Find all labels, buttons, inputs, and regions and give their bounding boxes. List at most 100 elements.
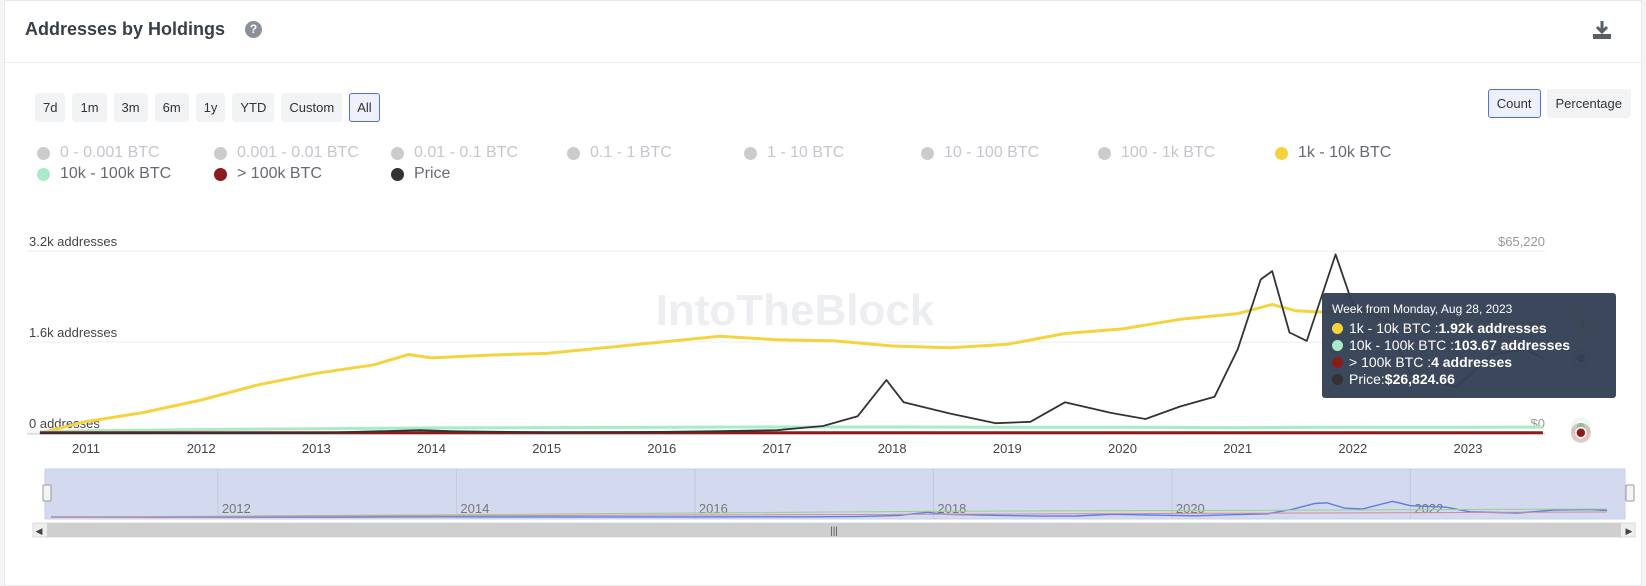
legend-label: Price: [414, 165, 451, 182]
tooltip-label: Price:: [1349, 371, 1385, 387]
tooltip-row: > 100k BTC : 4 addresses: [1332, 354, 1606, 371]
navigator-window: [44, 468, 1626, 520]
x-tick-label: 2017: [763, 441, 792, 456]
tooltip-dot-icon: [1332, 357, 1343, 368]
chart-card: Addresses by Holdings ? 7d 1m 3m 6m 1y YTD Cus…: [4, 0, 1642, 586]
x-tick-label: 2018: [878, 441, 907, 456]
navigator-line: [50, 511, 1608, 518]
download-icon[interactable]: [1591, 19, 1613, 41]
navigator-line: [50, 508, 1608, 518]
legend-item[interactable]: > 100k BTC: [214, 164, 322, 184]
navigator-tick-label: 2022: [1414, 501, 1443, 516]
tooltip: Week from Monday, Aug 28, 2023 1k - 10k …: [1322, 293, 1616, 398]
legend-dot-icon: [37, 146, 50, 160]
legend-dot-icon: [921, 146, 934, 160]
x-tick-label: 2016: [647, 441, 676, 456]
legend-dot-icon: [214, 167, 227, 181]
y-left-tick-label: 0 addresses: [29, 416, 100, 431]
range-selector: 7d 1m 3m 6m 1y YTD Custom All: [35, 93, 380, 122]
legend-item[interactable]: 0.01 - 0.1 BTC: [391, 143, 518, 163]
chart-title: Addresses by Holdings: [25, 19, 226, 39]
range-button-ytd[interactable]: YTD: [232, 93, 275, 122]
tooltip-label: 1k - 10k BTC :: [1349, 320, 1439, 336]
x-tick-label: 2015: [532, 441, 561, 456]
tooltip-dot-icon: [1332, 340, 1343, 351]
watermark: IntoTheBlock: [656, 286, 935, 335]
tooltip-label: 10k - 100k BTC :: [1349, 337, 1455, 353]
tooltip-value: $26,824.66: [1384, 371, 1455, 387]
tooltip-value: 4 addresses: [1431, 354, 1513, 370]
scroll-right-icon: ▶: [1626, 526, 1633, 536]
legend-label: 100 - 1k BTC: [1121, 144, 1216, 161]
navigator-tick-label: 2012: [222, 501, 251, 516]
legend-item[interactable]: 100 - 1k BTC: [1098, 143, 1215, 163]
x-tick-label: 2012: [187, 441, 216, 456]
x-tick-label: 2020: [1108, 441, 1137, 456]
legend-item[interactable]: 10 - 100 BTC: [921, 143, 1039, 163]
range-button-1y[interactable]: 1y: [195, 93, 226, 122]
legend-label: 0.001 - 0.01 BTC: [237, 144, 359, 161]
tooltip-row: 10k - 100k BTC : 103.67 addresses: [1332, 337, 1606, 354]
tooltip-row: Price: $26,824.66: [1332, 371, 1606, 388]
legend-item[interactable]: 10k - 100k BTC: [37, 164, 171, 184]
legend-dot-icon: [391, 167, 404, 181]
tooltip-value: 1.92k addresses: [1438, 320, 1547, 336]
navigator-handle: [1625, 484, 1635, 502]
legend-dot-icon: [744, 146, 757, 160]
tooltip-value: 103.67 addresses: [1454, 337, 1571, 353]
x-tick-label: 2021: [1223, 441, 1252, 456]
legend-item[interactable]: 0.1 - 1 BTC: [567, 143, 672, 163]
tooltip-date: Week from Monday, Aug 28, 2023: [1332, 302, 1513, 316]
tooltip-row: 1k - 10k BTC : 1.92k addresses: [1332, 320, 1606, 337]
series-line: [39, 425, 1543, 434]
x-tick-label: 2013: [302, 441, 331, 456]
legend-dot-icon: [391, 146, 404, 160]
mode-button-percentage[interactable]: Percentage: [1546, 89, 1631, 118]
legend-dot-icon: [37, 167, 50, 181]
legend-label: > 100k BTC: [237, 165, 322, 182]
x-tick-label: 2023: [1454, 441, 1483, 456]
y-left-tick-label: 1.6k addresses: [29, 325, 118, 340]
tooltip-dot-icon: [1332, 374, 1343, 385]
x-tick-label: 2014: [417, 441, 446, 456]
legend-item[interactable]: 1 - 10 BTC: [744, 143, 844, 163]
legend-dot-icon: [1098, 146, 1111, 160]
range-button-all[interactable]: All: [349, 93, 380, 122]
legend-dot-icon: [214, 146, 227, 160]
navigator-handle: [42, 484, 52, 502]
grip-icon: |||: [830, 526, 838, 537]
navigator-line: [51, 500, 1608, 518]
legend-item[interactable]: Price: [391, 164, 450, 184]
scroll-left-icon: ◀: [36, 526, 43, 536]
navigator-tick-label: 2018: [937, 501, 966, 516]
range-button-1m[interactable]: 1m: [72, 93, 107, 122]
scrollbar-thumb: [47, 523, 1621, 537]
legend-item[interactable]: 0 - 0.001 BTC: [37, 143, 160, 163]
legend-label: 1 - 10 BTC: [767, 144, 845, 161]
range-button-custom[interactable]: Custom: [281, 93, 343, 122]
legend-label: 0.1 - 1 BTC: [590, 144, 672, 161]
question-circle-icon[interactable]: ?: [245, 21, 262, 38]
mode-button-count[interactable]: Count: [1487, 89, 1541, 118]
x-tick-label: 2019: [993, 441, 1022, 456]
series-line: [39, 303, 1543, 435]
legend-label: 0 - 0.001 BTC: [60, 144, 160, 161]
x-tick-label: 2011: [72, 441, 100, 456]
navigator-tick-label: 2020: [1176, 501, 1205, 516]
range-button-7d[interactable]: 7d: [35, 93, 66, 122]
chart-plot[interactable]: 0 addresses 1.6k addresses 3.2k addresses $…: [5, 1, 1643, 586]
series-line: [39, 253, 1544, 434]
tooltip-dot-icon: [1332, 323, 1343, 334]
legend-item[interactable]: 1k - 10k BTC: [1275, 143, 1391, 163]
legend-item[interactable]: 0.001 - 0.01 BTC: [214, 143, 359, 163]
mode-selector: Count Percentage: [1487, 89, 1631, 118]
navigator-tick-label: 2014: [460, 501, 489, 516]
y-right-tick-label: $0: [1531, 416, 1545, 431]
legend-label: 10 - 100 BTC: [944, 144, 1040, 161]
navigator-tick-label: 2016: [699, 501, 728, 516]
y-right-tick-label: $65,220: [1498, 234, 1545, 249]
range-button-6m[interactable]: 6m: [154, 93, 189, 122]
legend-label: 1k - 10k BTC: [1298, 144, 1392, 161]
range-button-3m[interactable]: 3m: [113, 93, 148, 122]
x-tick-label: 2022: [1338, 441, 1367, 456]
